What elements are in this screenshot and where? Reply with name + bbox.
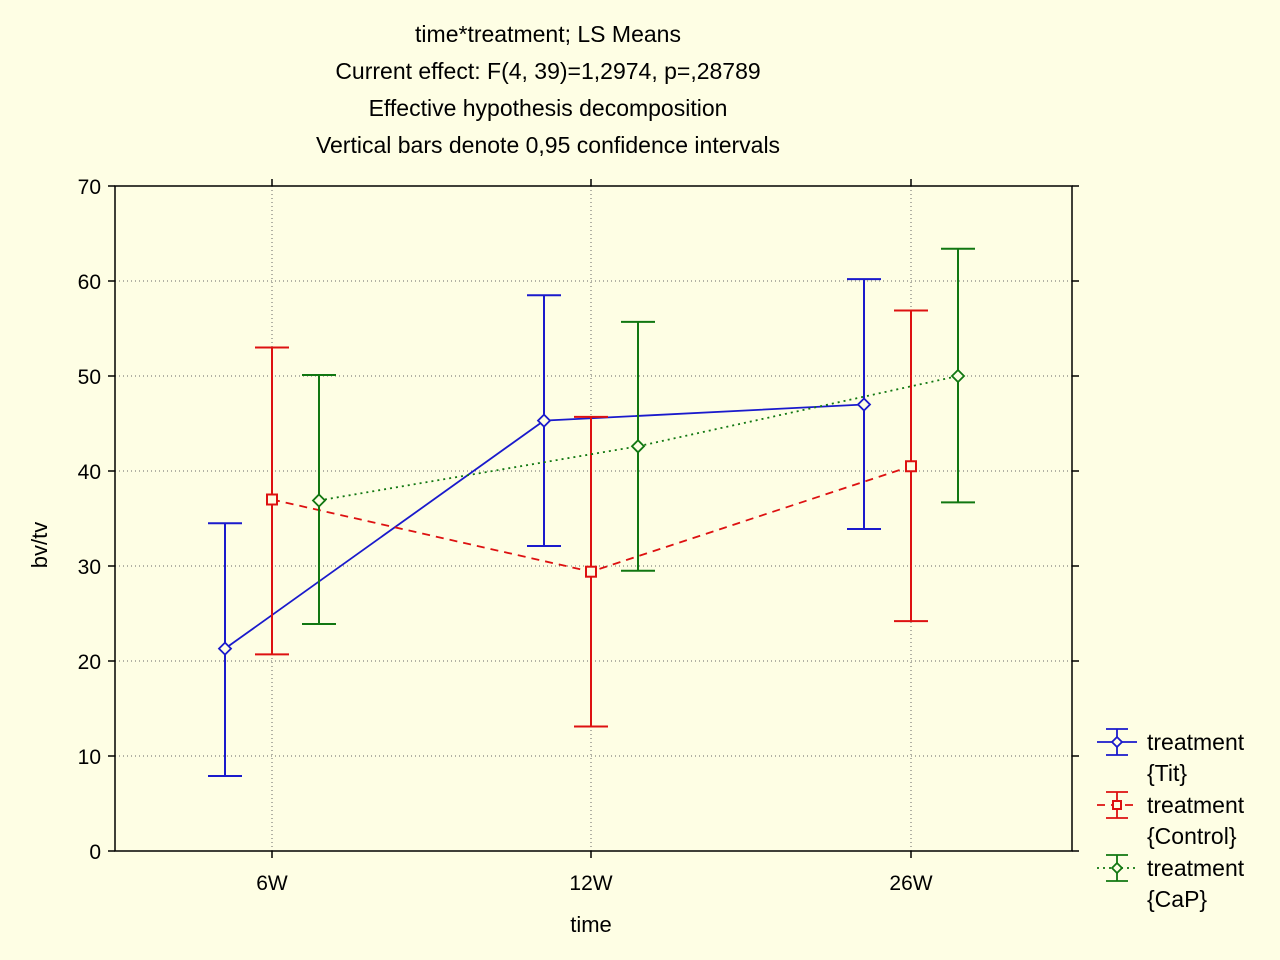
legend-item: treatment {CaP}: [1097, 854, 1245, 912]
legend-label-sub: {Control}: [1147, 823, 1237, 849]
data-point-diamond: [536, 413, 552, 428]
data-point-square: [905, 460, 917, 473]
grid-lines: [115, 186, 1072, 851]
plot-frame: [114, 185, 1073, 852]
chart-title-line: Effective hypothesis decomposition: [369, 95, 728, 121]
legend-item: treatment {Tit}: [1097, 728, 1245, 786]
data-point-square: [1112, 800, 1122, 810]
x-tick-label: 26W: [889, 872, 932, 895]
data-point-square: [266, 493, 278, 506]
legend-label: treatment: [1147, 855, 1245, 881]
data-point-diamond: [311, 493, 327, 508]
series-cap: [302, 247, 975, 625]
series-control: [255, 309, 928, 728]
data-point-diamond: [217, 641, 233, 656]
legend: treatment{Tit}treatment{Control}treatmen…: [1097, 728, 1245, 912]
y-tick-label: 60: [78, 271, 101, 294]
y-tick-label: 0: [89, 841, 101, 864]
data-point-diamond: [630, 439, 646, 454]
series-line: [318, 375, 959, 502]
y-axis-ticks: 0 10 20 30 40 50 60 70: [78, 176, 1079, 864]
chart-title: time*treatment; LS Means Current effect: …: [316, 21, 780, 158]
data-point-diamond: [1110, 861, 1124, 875]
legend-label: treatment: [1147, 729, 1245, 755]
legend-label: treatment: [1147, 792, 1245, 818]
y-tick-label: 10: [78, 746, 101, 769]
x-tick-label: 6W: [256, 872, 288, 895]
y-axis-label: bv/tv: [27, 522, 52, 568]
data-point-diamond: [856, 397, 872, 412]
series-tit: [208, 278, 881, 777]
y-tick-label: 20: [78, 651, 101, 674]
chart-title-line: Current effect: F(4, 39)=1,2974, p=,2878…: [335, 58, 760, 84]
legend-label-sub: {Tit}: [1147, 760, 1187, 786]
legend-label-sub: {CaP}: [1147, 886, 1207, 912]
data-point-diamond: [950, 368, 966, 384]
series-group: [208, 247, 975, 777]
y-tick-label: 40: [78, 461, 101, 484]
legend-item: treatment {Control}: [1097, 791, 1245, 849]
x-axis-label: time: [570, 912, 612, 937]
x-tick-label: 12W: [569, 872, 612, 895]
x-axis-ticks: 6W 12W 26W: [256, 179, 933, 895]
chart-title-line: time*treatment; LS Means: [415, 21, 681, 47]
y-tick-label: 50: [78, 366, 101, 389]
y-tick-label: 30: [78, 556, 101, 579]
data-point-diamond: [1110, 735, 1124, 749]
data-point-square: [585, 565, 597, 578]
chart-title-line: Vertical bars denote 0,95 confidence int…: [316, 132, 780, 158]
y-tick-label: 70: [78, 176, 101, 199]
